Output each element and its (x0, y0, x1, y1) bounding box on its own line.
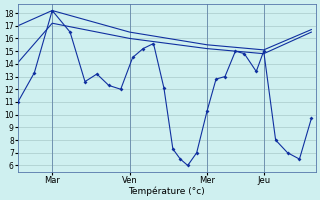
X-axis label: Température (°c): Température (°c) (129, 186, 205, 196)
